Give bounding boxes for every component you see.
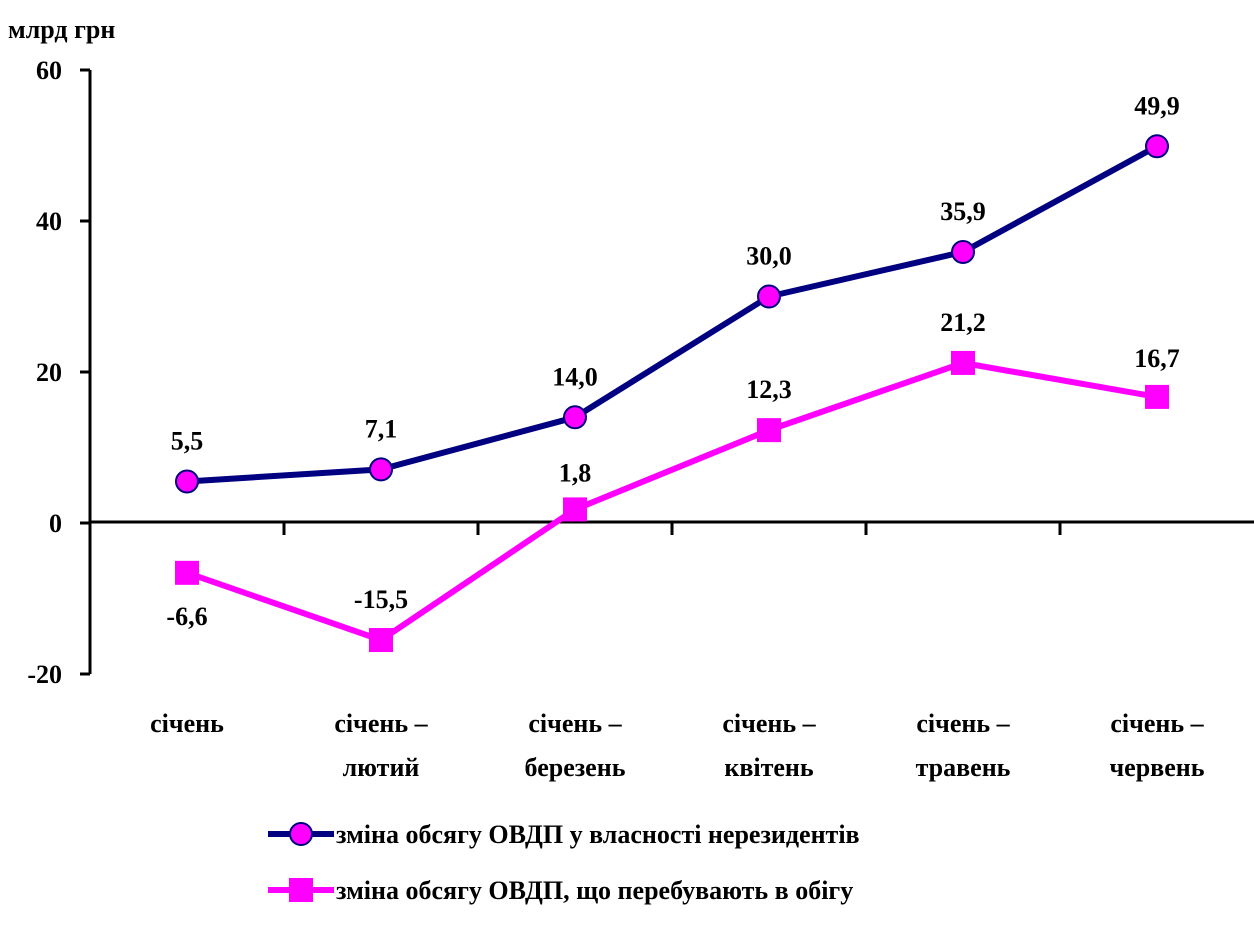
series-1-data-label: 5,5 — [171, 426, 204, 455]
x-category-label: червень — [1110, 753, 1205, 782]
y-tick-label: 60 — [36, 56, 62, 85]
x-category-label: січень – — [528, 709, 622, 738]
legend: зміна обсягу ОВДП у власності нерезидент… — [268, 820, 860, 905]
series-1-data-label: 35,9 — [940, 197, 986, 226]
y-axis-unit-label: млрд грн — [8, 15, 115, 44]
legend-item-2: зміна обсягу ОВДП, що перебувають в обіг… — [268, 876, 853, 905]
series-2-data-label: 16,7 — [1134, 344, 1180, 373]
legend-label: зміна обсягу ОВДП у власності нерезидент… — [336, 820, 860, 849]
series-2-data-label: 12,3 — [746, 375, 792, 404]
series-1-point — [757, 284, 781, 309]
x-category-label: січень – — [722, 709, 816, 738]
series-line-1 — [186, 143, 1159, 485]
x-category-label: січень – — [916, 709, 1010, 738]
series-1-data-label: 30,0 — [746, 242, 792, 271]
series-line-2 — [186, 359, 1158, 644]
legend-square-marker — [289, 878, 313, 902]
legend-item-1: зміна обсягу ОВДП у власності нерезидент… — [268, 820, 860, 849]
series-2-point — [951, 350, 975, 375]
y-tick-label: 40 — [36, 207, 62, 236]
x-category-label: січень — [150, 709, 224, 738]
legend-label: зміна обсягу ОВДП, що перебувають в обіг… — [336, 876, 853, 905]
y-tick-label: -20 — [27, 660, 62, 689]
legend-circle-marker — [289, 822, 313, 846]
series-2-data-label: 1,8 — [559, 458, 592, 487]
series-2-point — [369, 628, 393, 653]
x-category-label: травень — [916, 753, 1011, 782]
y-tick-label: 0 — [49, 509, 62, 538]
series-2-data-label: -6,6 — [166, 602, 207, 631]
y-axis-ticks: 60 40 20 0 -20 — [27, 56, 90, 689]
series-1-point — [563, 405, 587, 430]
series-1-point — [369, 457, 393, 482]
series-2-data-label: 21,2 — [940, 308, 986, 337]
series-2-point — [757, 418, 781, 443]
x-category-label: березень — [525, 753, 626, 782]
series-2-point — [175, 560, 199, 585]
series-1-point — [1145, 134, 1169, 159]
series-layer — [175, 134, 1169, 653]
series-2-point — [563, 497, 587, 522]
series-1-data-label: 49,9 — [1134, 91, 1180, 120]
series-2-point — [1145, 384, 1169, 409]
series-1-data-label: 7,1 — [365, 414, 398, 443]
x-category-label: квітень — [724, 753, 814, 782]
x-category-label: січень – — [334, 709, 428, 738]
series-1-point — [175, 469, 199, 494]
series-1-data-label: 14,0 — [552, 362, 598, 391]
series-1-point — [951, 239, 975, 264]
series-2-data-label: -15,5 — [354, 585, 408, 614]
data-labels: 5,5 7,1 14,0 30,0 35,9 49,9 -6,6 -15,5 1,8 12,3 21… — [166, 91, 1179, 631]
y-tick-label: 20 — [36, 358, 62, 387]
x-category-label: лютий — [343, 753, 420, 782]
x-axis-ticks: січень січень – лютий січень – березень січен… — [150, 523, 1205, 782]
x-category-label: січень – — [1110, 709, 1204, 738]
